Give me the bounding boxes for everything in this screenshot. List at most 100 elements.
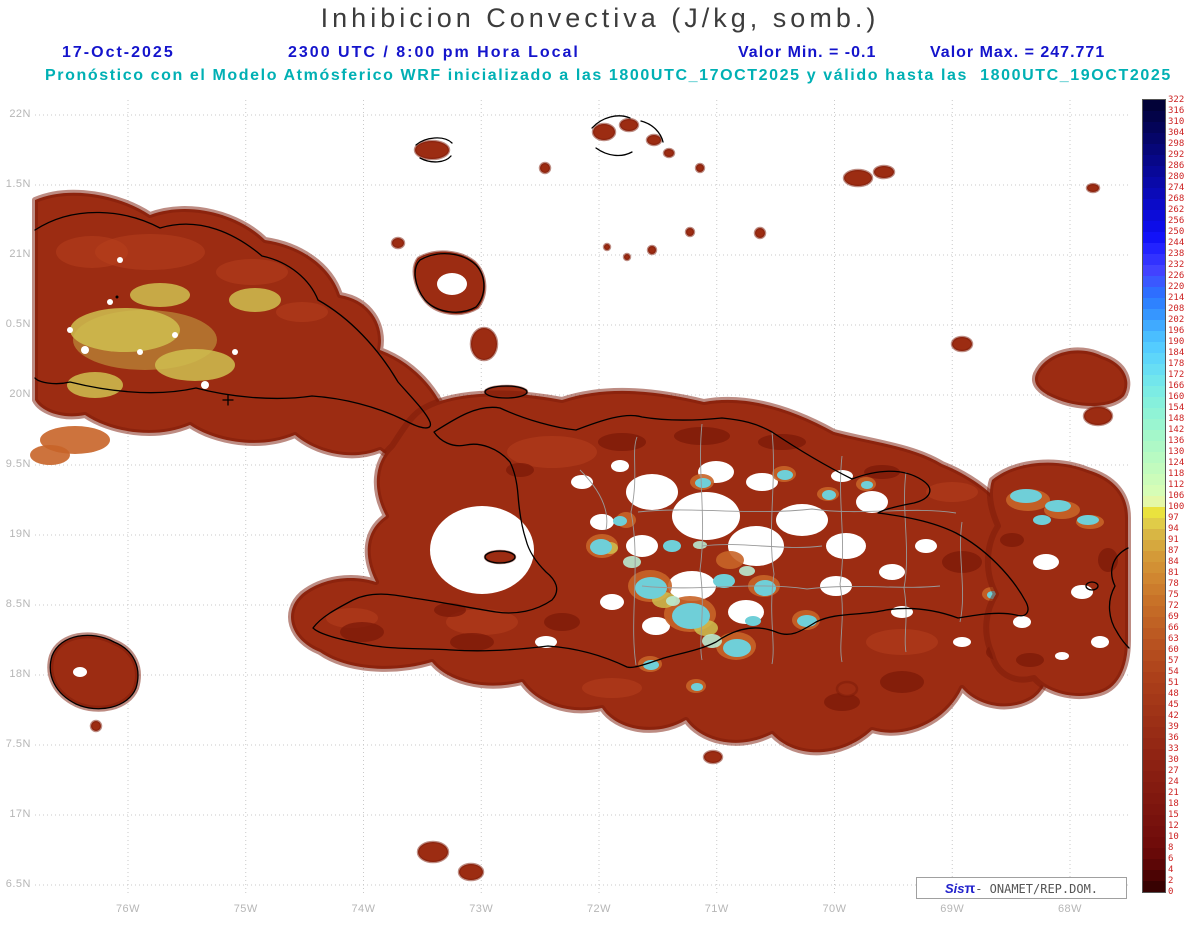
colorbar-cell xyxy=(1143,111,1165,122)
colorbar-cell xyxy=(1143,760,1165,771)
colorbar-cell xyxy=(1143,133,1165,144)
mona-coastline xyxy=(1085,581,1099,591)
colorbar-tick-label: 30 xyxy=(1168,755,1179,765)
colorbar-cell xyxy=(1143,474,1165,485)
colorbar-tick-label: 21 xyxy=(1168,788,1179,798)
colorbar-tick-label: 36 xyxy=(1168,733,1179,743)
cin-shading xyxy=(30,117,1131,882)
colorbar-tick-label: 136 xyxy=(1168,436,1185,446)
colorbar-tick-label: 184 xyxy=(1168,348,1185,358)
province-borders xyxy=(579,423,964,666)
colorbar-tick-label: 274 xyxy=(1168,183,1185,193)
colorbar-cell xyxy=(1143,661,1165,672)
colorbar-cell xyxy=(1143,606,1165,617)
colorbar-cell xyxy=(1143,298,1165,309)
credit-org-text: - ONAMET/REP.DOM. xyxy=(975,882,1099,896)
colorbar-cell xyxy=(1143,749,1165,760)
colorbar-cell xyxy=(1143,386,1165,397)
colorbar-cell xyxy=(1143,540,1165,551)
colorbar-tick-label: 106 xyxy=(1168,491,1185,501)
colorbar-tick-label: 148 xyxy=(1168,414,1185,424)
mayaguana-coastline xyxy=(415,137,453,163)
lat-tick-label: 18N xyxy=(9,668,31,680)
colorbar-tick-label: 256 xyxy=(1168,216,1185,226)
colorbar-cell xyxy=(1143,683,1165,694)
colorbar-tick-label: 232 xyxy=(1168,260,1185,270)
colorbar-cell xyxy=(1143,100,1165,111)
colorbar-tick-label: 166 xyxy=(1168,381,1185,391)
sispi-logo-text: Sis xyxy=(944,881,965,896)
lon-tick-label: 74W xyxy=(351,903,376,915)
caicos-coastline xyxy=(591,115,664,157)
colorbar-cell xyxy=(1143,518,1165,529)
colorbar-tick-label: 78 xyxy=(1168,579,1179,589)
colorbar-cell xyxy=(1143,452,1165,463)
lon-tick-label: 70W xyxy=(822,903,847,915)
colorbar-tick-label: 12 xyxy=(1168,821,1179,831)
colorbar-cell xyxy=(1143,309,1165,320)
colorbar-tick-label: 280 xyxy=(1168,172,1185,182)
colorbar-tick-label: 4 xyxy=(1168,865,1174,875)
colorbar-tick-label: 298 xyxy=(1168,139,1185,149)
lat-tick-label: 7.5N xyxy=(5,738,31,750)
colorbar-cell xyxy=(1143,199,1165,210)
colorbar-cell xyxy=(1143,617,1165,628)
colorbar-cell xyxy=(1143,419,1165,430)
tortuga-coastline xyxy=(484,385,528,399)
lon-tick-label: 71W xyxy=(704,903,729,915)
colorbar-cell xyxy=(1143,573,1165,584)
colorbar-tick-label: 178 xyxy=(1168,359,1185,369)
hispaniola-shading xyxy=(288,387,1053,756)
lat-tick-label: 9.5N xyxy=(5,458,31,470)
colorbar-cell xyxy=(1143,672,1165,683)
valid-time-label: 2300 UTC / 8:00 pm Hora Local xyxy=(288,44,580,61)
colorbar-cell xyxy=(1143,166,1165,177)
colorbar-cell xyxy=(1143,221,1165,232)
lat-tick-label: 8.5N xyxy=(5,598,31,610)
colorbar-tick-label: 48 xyxy=(1168,689,1179,699)
max-value-label: Valor Max. = 247.771 xyxy=(930,44,1106,61)
city-dot xyxy=(115,295,119,299)
colorbar-cell xyxy=(1143,771,1165,782)
colorbar-cell xyxy=(1143,331,1165,342)
colorbar-tick-label: 226 xyxy=(1168,271,1185,281)
colorbar-tick-label: 39 xyxy=(1168,722,1179,732)
page-title: Inhibicion Convectiva (J/kg, somb.) xyxy=(320,3,880,33)
colorbar-cell xyxy=(1143,122,1165,133)
cuba-coastline xyxy=(34,211,432,429)
colorbar-tick-label: 286 xyxy=(1168,161,1185,171)
hispaniola-coastline xyxy=(312,406,1029,669)
colorbar-tick-label: 130 xyxy=(1168,447,1185,457)
jamaica-coastline xyxy=(49,634,139,710)
colorbar-tick-label: 160 xyxy=(1168,392,1185,402)
lon-tick-label: 72W xyxy=(586,903,612,915)
colorbar-cell xyxy=(1143,265,1165,276)
colorbar-tick-label: 24 xyxy=(1168,777,1179,787)
colorbar-cell xyxy=(1143,210,1165,221)
colorbar-cell xyxy=(1143,496,1165,507)
credit-box: Sisπ- ONAMET/REP.DOM. xyxy=(916,877,1127,899)
lon-tick-label: 75W xyxy=(233,903,258,915)
lat-tick-label: 0.5N xyxy=(5,318,31,330)
colorbar-cell xyxy=(1143,397,1165,408)
lat-tick-label: 19N xyxy=(9,528,31,540)
puerto-rico-coastline xyxy=(1108,547,1130,649)
colorbar-cell xyxy=(1143,815,1165,826)
colorbar-cell xyxy=(1143,342,1165,353)
colorbar-cell xyxy=(1143,364,1165,375)
colorbar-cell xyxy=(1143,562,1165,573)
colorbar-tick-label: 268 xyxy=(1168,194,1185,204)
colorbar-cell xyxy=(1143,408,1165,419)
colorbar-cell xyxy=(1143,243,1165,254)
coastlines xyxy=(34,115,1130,710)
colorbar-tick-label: 112 xyxy=(1168,480,1185,490)
colorbar-tick-label: 87 xyxy=(1168,546,1179,556)
colorbar-tick-label: 51 xyxy=(1168,678,1179,688)
colorbar-tick-label: 244 xyxy=(1168,238,1185,248)
colorbar-tick-label: 190 xyxy=(1168,337,1185,347)
colorbar-cell xyxy=(1143,188,1165,199)
colorbar-cell xyxy=(1143,793,1165,804)
colorbar-tick-label: 172 xyxy=(1168,370,1185,380)
